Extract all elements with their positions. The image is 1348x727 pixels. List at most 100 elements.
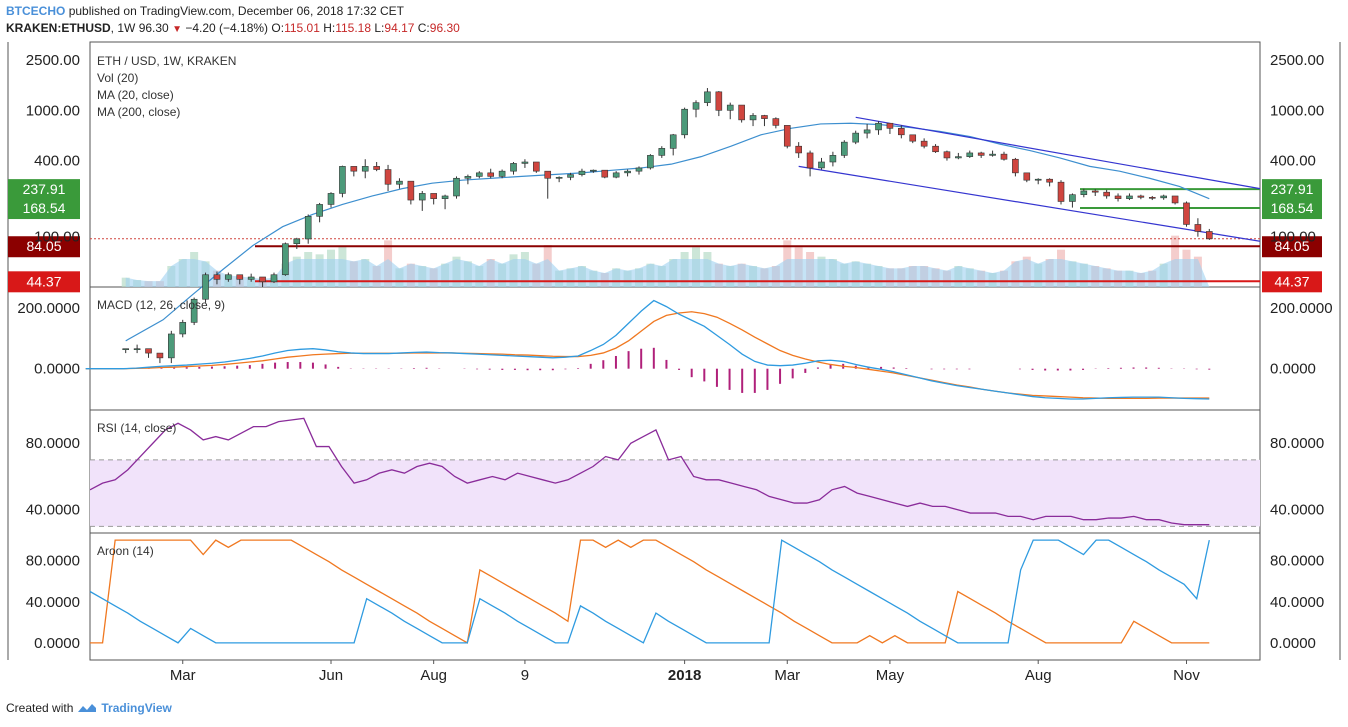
- candle-body: [225, 274, 232, 280]
- candle-body: [510, 163, 517, 172]
- candle-body: [1091, 190, 1099, 193]
- time-axis-label: Aug: [420, 667, 447, 684]
- candle-body: [1160, 195, 1167, 199]
- candle-body: [533, 161, 540, 172]
- candle-body: [932, 145, 939, 153]
- price-level-label-left: 84.05: [26, 238, 61, 254]
- price-level-label-right: 168.54: [1271, 200, 1314, 216]
- candle-body: [886, 122, 894, 129]
- candle-body: [339, 166, 346, 194]
- candle-body: [521, 161, 529, 164]
- candle-body: [943, 151, 951, 159]
- ma20-line: [125, 122, 1210, 342]
- footer: Created with TradingView: [6, 701, 172, 715]
- price-level-label-right: 44.37: [1274, 273, 1309, 289]
- symbol-bar: KRAKEN:ETHUSD, 1W 96.30 ▼ −4.20 (−4.18%)…: [6, 21, 460, 35]
- candle-body: [761, 115, 768, 119]
- price-level-tag-right: [1262, 236, 1322, 258]
- candle-body: [738, 104, 745, 121]
- time-axis-label: Nov: [1173, 667, 1200, 684]
- time-axis-label: Aug: [1025, 667, 1052, 684]
- candle-body: [818, 161, 825, 169]
- rsi-axis-tick-left: 40.0000: [26, 502, 80, 519]
- rsi-axis-tick-right: 80.0000: [1270, 435, 1324, 452]
- rsi-line: [89, 417, 1210, 526]
- price-axis-tick-left: 2500.00: [26, 52, 80, 69]
- price-axis-tick-right: 100.00: [1270, 229, 1316, 246]
- main-legend-item: Vol (20): [97, 71, 138, 85]
- publisher-name[interactable]: BTCECHO: [6, 4, 66, 18]
- candle-body: [578, 170, 586, 175]
- candle-body: [1171, 195, 1179, 204]
- aroon-axis-tick-left: 40.0000: [26, 594, 80, 611]
- candle-body: [293, 238, 301, 245]
- price-level-label-right: 84.05: [1274, 238, 1309, 254]
- time-axis-label: Jun: [319, 667, 343, 684]
- aroon-up-line: [90, 539, 1210, 644]
- candle-body: [567, 174, 574, 178]
- candle-body: [156, 352, 164, 359]
- candle-body: [783, 125, 791, 147]
- candle-body: [418, 193, 426, 201]
- macd-axis-tick-left: 0.0000: [34, 361, 80, 378]
- publish-info: BTCECHO published on TradingView.com, De…: [6, 4, 404, 18]
- low-value: 94.17: [384, 21, 415, 35]
- price-level-tag-left: [8, 179, 80, 201]
- macd-axis-tick-left: 200.0000: [17, 300, 80, 317]
- close-label: C:: [417, 21, 430, 35]
- pane-frame: [89, 286, 1261, 411]
- high-value: 115.18: [335, 21, 372, 35]
- macd-signal-line: [85, 311, 1210, 400]
- aroon-axis-tick-left: 0.0000: [34, 635, 80, 652]
- symbol-name: KRAKEN:ETHUSD: [6, 21, 111, 35]
- candle-body: [122, 348, 130, 350]
- candle-body: [1034, 178, 1042, 181]
- rsi-axis-tick-left: 80.0000: [26, 435, 80, 452]
- macd-axis-tick-right: 200.0000: [1270, 300, 1333, 317]
- tradingview-brand[interactable]: TradingView: [101, 701, 172, 715]
- price-level-tag-right: [1262, 198, 1322, 220]
- candle-body: [920, 140, 928, 147]
- candle-body: [612, 172, 620, 178]
- candle-body: [304, 216, 312, 240]
- time-axis-label: Mar: [170, 667, 196, 684]
- price-level-tag-left: [8, 236, 80, 258]
- close-value: 96.30: [429, 21, 460, 35]
- candle-body: [475, 172, 483, 177]
- candle-body: [498, 170, 506, 177]
- channel-upper-line: [855, 116, 1261, 190]
- channel-lower-line: [798, 165, 1261, 242]
- candle-body: [704, 91, 711, 103]
- candle-body: [1205, 231, 1213, 240]
- candle-body: [1023, 172, 1031, 181]
- main-legend-item: MA (200, close): [97, 105, 180, 119]
- aroon-title: Aroon (14): [97, 544, 154, 558]
- open-label: O:: [271, 21, 285, 35]
- open-value: 115.01: [284, 21, 320, 35]
- price-level-label-left: 168.54: [23, 200, 66, 216]
- candle-body: [396, 180, 403, 185]
- low-label: L:: [374, 21, 385, 35]
- candle-body: [1148, 196, 1156, 199]
- candle-body: [487, 172, 495, 177]
- candle-body: [430, 193, 437, 199]
- candle-body: [316, 204, 323, 217]
- candle-body: [247, 276, 255, 280]
- candle-body: [955, 156, 962, 159]
- rsi-band: [90, 459, 1260, 527]
- price-level-label-left: 44.37: [26, 273, 61, 289]
- candle-body: [544, 170, 552, 179]
- candle-body: [384, 169, 392, 185]
- candle-body: [270, 274, 278, 283]
- candle-body: [373, 166, 380, 170]
- candle-body: [590, 169, 597, 172]
- price-axis-tick-right: 1000.00: [1270, 102, 1324, 119]
- candle-body: [715, 91, 723, 111]
- macd-axis-tick-right: 0.0000: [1270, 361, 1316, 378]
- candle-body: [179, 322, 187, 335]
- down-arrow-icon: ▼: [172, 24, 182, 35]
- candle-body: [1137, 195, 1145, 198]
- rsi-axis-tick-right: 40.0000: [1270, 502, 1324, 519]
- price-axis-tick-left: 400.00: [34, 153, 80, 170]
